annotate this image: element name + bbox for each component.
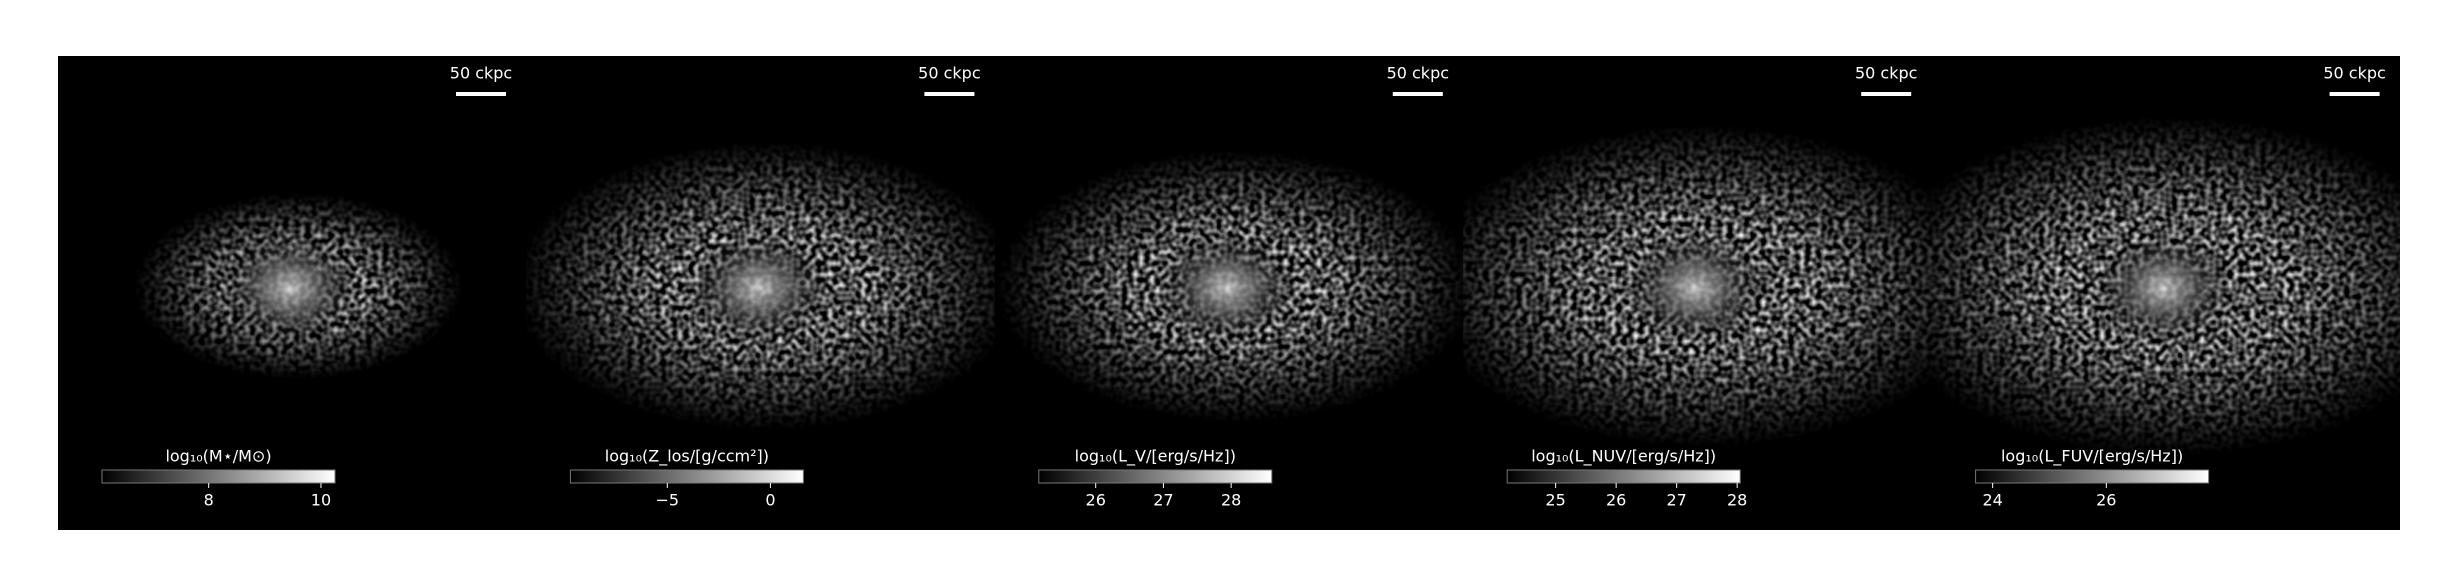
galaxy-image xyxy=(994,150,1464,422)
colorbar-tick-label: 26 xyxy=(1086,491,1106,510)
panel: 50 ckpc log₁₀(L_FUV/[erg/s/Hz]) 24 26 xyxy=(1931,64,2400,510)
colorbar-tick-label: 0 xyxy=(765,491,775,510)
galaxy-core xyxy=(220,233,360,343)
scale-bar-label: 50 ckpc xyxy=(1855,64,1917,83)
galaxy-image xyxy=(526,141,995,431)
colorbar-tick-label: 28 xyxy=(1727,491,1747,510)
colorbar-tick-label: 26 xyxy=(1606,491,1626,510)
colorbar xyxy=(1038,469,1273,484)
scale-bar-label: 50 ckpc xyxy=(2323,64,2385,83)
galaxy-image xyxy=(1463,124,1932,448)
panel: 50 ckpc log₁₀(Z_los/[g/ccm²]) −5 0 xyxy=(526,64,995,510)
panel: 50 ckpc log₁₀(L_V/[erg/s/Hz]) 26 27 28 xyxy=(994,64,1464,510)
colorbar xyxy=(1975,469,2210,484)
colorbar-tick-label: 25 xyxy=(1545,491,1565,510)
colorbar-tick-label: 27 xyxy=(1153,491,1173,510)
galaxy-core xyxy=(1156,233,1297,343)
panel: 50 ckpc log₁₀(M⋆/M⊙) 8 10 xyxy=(101,64,512,510)
colorbar-tick-label: −5 xyxy=(656,491,680,510)
colorbar xyxy=(101,469,336,484)
colorbar-tick-label: 24 xyxy=(1982,491,2002,510)
colorbar-tick-label: 8 xyxy=(204,491,214,510)
galaxy-image xyxy=(133,192,463,380)
panel: 50 ckpc log₁₀(L_NUV/[erg/s/Hz]) 25 26 27 28 xyxy=(1463,64,1932,510)
galaxy-core xyxy=(1625,233,1766,343)
colorbar-tick-label: 10 xyxy=(311,491,331,510)
scale-bar-label: 50 ckpc xyxy=(1387,64,1449,83)
colorbar-label: log₁₀(L_FUV/[erg/s/Hz]) xyxy=(2001,447,2183,467)
galaxy-image xyxy=(1931,116,2400,456)
colorbar-label: log₁₀(Z_los/[g/ccm²]) xyxy=(605,447,769,467)
colorbar-tick-label: 27 xyxy=(1666,491,1686,510)
scale-bar-label: 50 ckpc xyxy=(918,64,980,83)
colorbar-tick-label: 26 xyxy=(2096,491,2116,510)
colorbar-tick-label: 28 xyxy=(1221,491,1241,510)
scale-bar-label: 50 ckpc xyxy=(450,64,512,83)
colorbar-label: log₁₀(L_NUV/[erg/s/Hz]) xyxy=(1531,447,1716,467)
colorbar xyxy=(1506,469,1741,484)
colorbar xyxy=(569,469,804,484)
galaxy-core xyxy=(688,233,829,343)
colorbar-label: log₁₀(M⋆/M⊙) xyxy=(165,447,271,466)
colorbar-label: log₁₀(L_V/[erg/s/Hz]) xyxy=(1075,447,1236,467)
galaxy-core xyxy=(2093,233,2234,343)
